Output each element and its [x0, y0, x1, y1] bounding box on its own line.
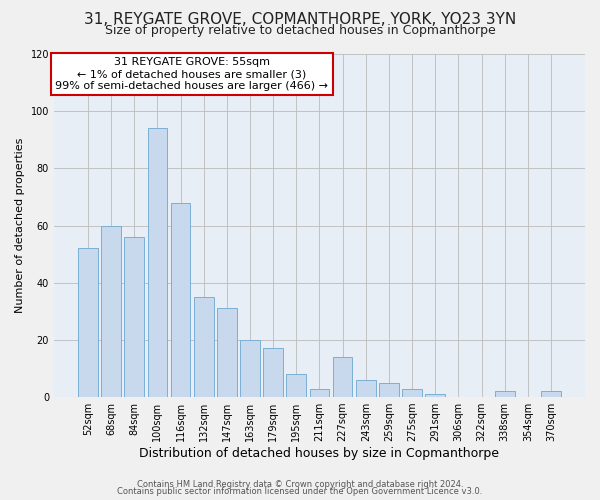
Bar [217, 308, 236, 397]
Bar [379, 383, 399, 397]
X-axis label: Distribution of detached houses by size in Copmanthorpe: Distribution of detached houses by size … [139, 447, 499, 460]
Bar [170, 202, 190, 397]
Bar [541, 392, 561, 397]
Bar [194, 297, 214, 397]
Bar [124, 237, 144, 397]
Bar [101, 226, 121, 397]
Bar [402, 388, 422, 397]
Bar [148, 128, 167, 397]
Bar [356, 380, 376, 397]
Bar [240, 340, 260, 397]
Bar [286, 374, 306, 397]
Bar [310, 388, 329, 397]
Bar [333, 357, 352, 397]
Text: Contains HM Land Registry data © Crown copyright and database right 2024.: Contains HM Land Registry data © Crown c… [137, 480, 463, 489]
Text: Size of property relative to detached houses in Copmanthorpe: Size of property relative to detached ho… [104, 24, 496, 37]
Bar [495, 392, 515, 397]
Text: Contains public sector information licensed under the Open Government Licence v3: Contains public sector information licen… [118, 487, 482, 496]
Bar [78, 248, 98, 397]
Bar [263, 348, 283, 397]
Text: 31, REYGATE GROVE, COPMANTHORPE, YORK, YO23 3YN: 31, REYGATE GROVE, COPMANTHORPE, YORK, Y… [84, 12, 516, 28]
Text: 31 REYGATE GROVE: 55sqm
← 1% of detached houses are smaller (3)
99% of semi-deta: 31 REYGATE GROVE: 55sqm ← 1% of detached… [55, 58, 328, 90]
Y-axis label: Number of detached properties: Number of detached properties [15, 138, 25, 313]
Bar [425, 394, 445, 397]
